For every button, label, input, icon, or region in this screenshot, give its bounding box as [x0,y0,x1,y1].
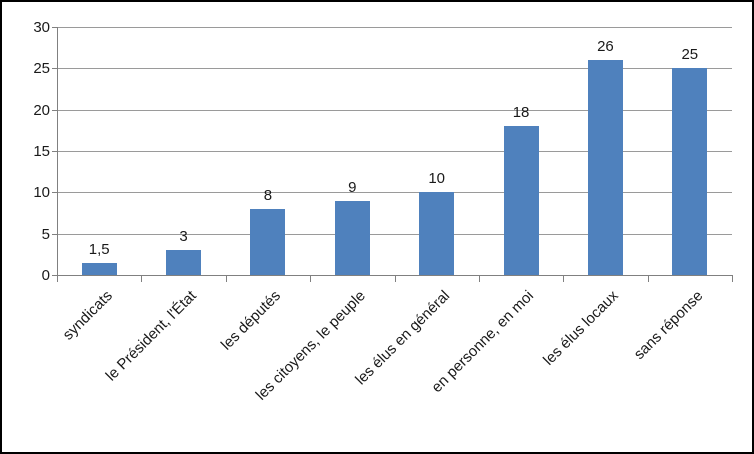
y-axis-tick [52,109,57,111]
y-axis-tick-label: 30 [33,19,50,36]
category-label: syndicats [59,287,116,344]
y-gridline [57,27,732,28]
bar-value-label: 10 [428,170,446,188]
y-axis-tick [52,68,57,70]
category-label: les élus locaux [540,287,622,369]
bar-value-label: 1,5 [88,240,110,258]
x-axis-tick [141,276,143,282]
x-axis-tick [732,276,733,282]
bar [672,68,708,275]
bar [81,262,117,275]
y-axis-line [57,27,58,276]
y-axis-tick-label: 10 [33,184,50,202]
bar [166,250,202,275]
y-axis-tick [52,233,57,235]
category-label: sans réponse [630,287,707,363]
y-gridline [57,68,732,70]
bar-value-label: 25 [681,46,699,64]
y-axis-tick [52,151,57,152]
bar-value-label: 3 [179,228,188,246]
y-axis-tick [52,275,57,276]
x-axis-tick [394,276,396,282]
x-axis-tick [310,276,312,282]
y-axis-tick-label: 25 [33,60,50,78]
y-axis-tick-label: 20 [33,101,50,119]
bar [503,126,539,275]
y-gridline [57,151,732,152]
y-gridline [57,109,732,111]
y-axis-tick-label: 0 [41,267,50,284]
y-gridline [57,192,732,194]
y-axis-tick [52,192,57,194]
bar-value-label: 26 [597,38,614,56]
bar-value-label: 8 [263,186,273,204]
y-axis-tick [52,27,57,28]
bar-value-label: 9 [348,178,357,196]
bar [250,208,286,275]
bar [587,60,623,275]
x-axis-tick [563,276,565,282]
y-gridline [57,233,732,235]
y-axis-tick-label: 5 [41,225,50,243]
x-axis-tick [225,276,227,282]
x-axis-tick [478,276,480,282]
bar [334,200,370,275]
bar [419,192,455,275]
category-label: le Président, l'État [102,287,200,385]
x-axis-line [57,275,733,276]
category-label: les députés [217,287,285,354]
y-axis-tick-label: 15 [33,143,50,160]
bar-value-label: 18 [512,104,530,122]
x-axis-tick [57,276,58,282]
x-axis-tick [647,276,649,282]
